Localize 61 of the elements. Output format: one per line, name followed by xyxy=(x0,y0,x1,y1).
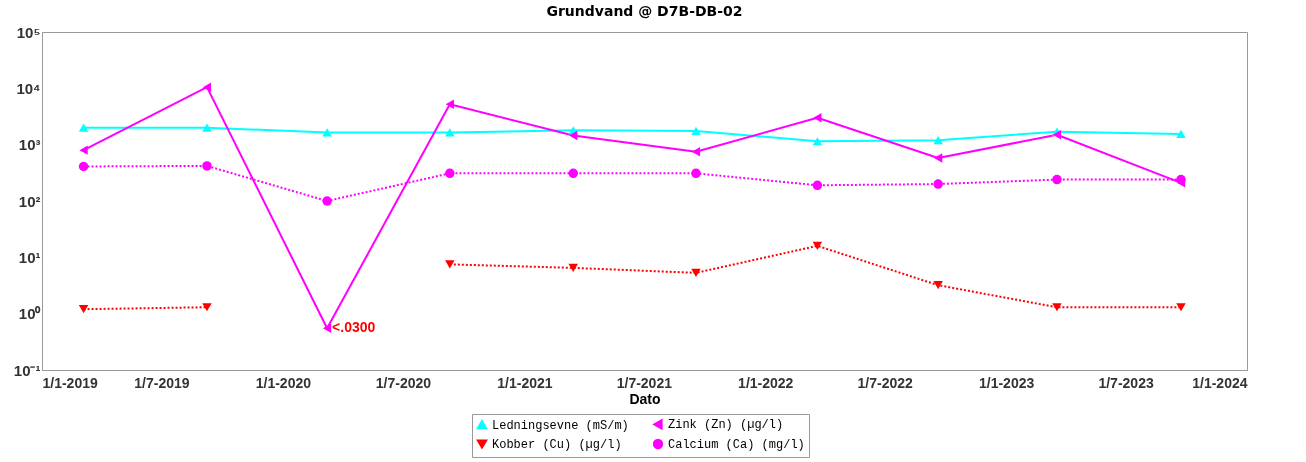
legend-label: Calcium (Ca) (mg/l) xyxy=(668,438,805,452)
point xyxy=(812,137,823,146)
point xyxy=(569,130,578,141)
point xyxy=(322,196,332,206)
y-tick-label: 10³ xyxy=(18,136,41,154)
point xyxy=(1176,129,1186,139)
point xyxy=(202,123,212,132)
x-tick-label: 1/1-2020 xyxy=(255,374,312,391)
point xyxy=(1052,174,1062,185)
point xyxy=(445,99,454,110)
point xyxy=(691,146,701,157)
point xyxy=(1176,174,1186,185)
point xyxy=(812,180,823,191)
point xyxy=(322,128,332,137)
point xyxy=(202,303,212,312)
y-tick-label: 10⁴ xyxy=(16,79,41,97)
x-tick-label: 1/7-2019 xyxy=(134,374,190,391)
point xyxy=(1176,303,1186,312)
point xyxy=(78,161,89,172)
legend-label: Ledningsevne (mS/m) xyxy=(492,418,629,433)
point xyxy=(812,241,823,250)
point xyxy=(78,123,89,132)
point xyxy=(568,263,578,272)
x-tick-label: 1/7-2022 xyxy=(857,374,914,391)
point xyxy=(933,179,943,189)
chart-title: Grundvand @ D7B-DB-02 xyxy=(546,3,743,19)
point xyxy=(79,145,88,155)
y-tick-label: 10¹ xyxy=(18,248,41,266)
point xyxy=(202,82,212,92)
y-tick-label: 10² xyxy=(18,192,41,210)
point xyxy=(202,161,212,171)
point xyxy=(445,168,455,179)
x-axis-title: Dato xyxy=(629,390,661,407)
legend-label: Zink (Zn) (µg/l) xyxy=(668,418,784,433)
x-tick-label: 1/1-2021 xyxy=(497,374,553,391)
x-tick-label: 1/1-2023 xyxy=(978,374,1035,391)
point xyxy=(1052,303,1062,312)
point xyxy=(813,113,822,123)
point xyxy=(691,168,701,179)
annotation: <.0300 xyxy=(332,319,376,336)
y-tick-label: 10⁰ xyxy=(18,305,42,323)
point xyxy=(568,168,578,179)
point xyxy=(445,128,455,137)
y-tick-label: 10⁻¹ xyxy=(13,361,41,379)
y-tick-label: 10⁵ xyxy=(16,23,41,41)
point xyxy=(1052,130,1062,140)
point xyxy=(691,126,701,136)
point xyxy=(322,323,332,334)
point xyxy=(445,260,455,269)
x-tick-label: 1/7-2023 xyxy=(1098,374,1154,391)
point xyxy=(933,281,943,290)
legend-label: Kobber (Cu) (µg/l) xyxy=(492,438,622,452)
x-tick-label: 1/1-2024 xyxy=(1192,374,1248,391)
point xyxy=(933,136,943,145)
x-tick-label: 1/7-2020 xyxy=(375,374,432,391)
point xyxy=(78,305,89,314)
x-tick-label: 1/7-2021 xyxy=(616,374,673,391)
point xyxy=(934,153,943,163)
x-tick-label: 1/1-2019 xyxy=(42,374,98,391)
x-tick-label: 1/1-2022 xyxy=(738,374,794,391)
point xyxy=(691,268,701,277)
